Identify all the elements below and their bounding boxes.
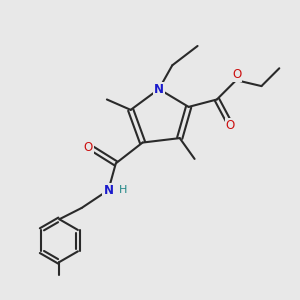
Text: H: H xyxy=(118,185,127,195)
Text: O: O xyxy=(232,68,242,81)
Text: N: N xyxy=(154,82,164,96)
Text: O: O xyxy=(84,140,93,154)
Text: O: O xyxy=(226,119,235,132)
Text: N: N xyxy=(103,184,113,196)
